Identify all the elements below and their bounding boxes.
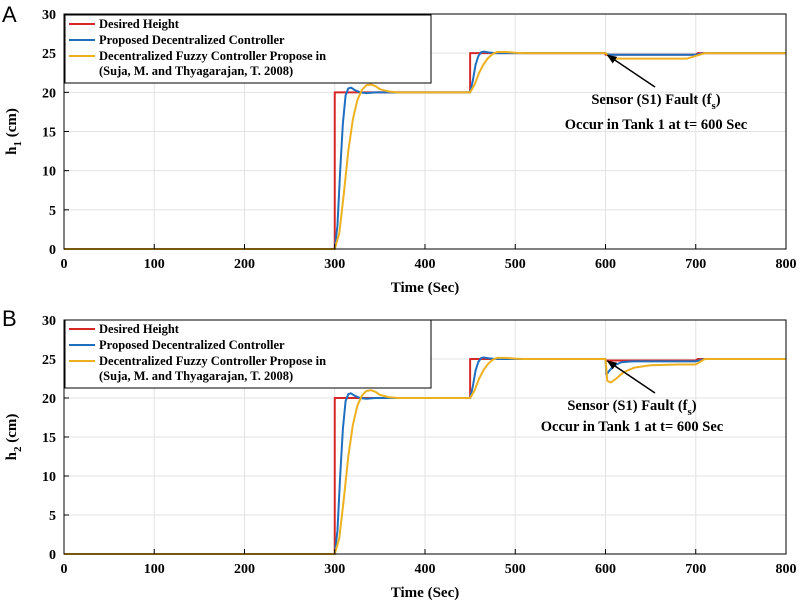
legend-entry-1: Desired Height bbox=[99, 17, 180, 31]
legend-entry-3: Decentralized Fuzzy Controller Propose i… bbox=[99, 354, 326, 368]
panel-letter: B bbox=[2, 306, 17, 331]
annotation-line-1: Sensor (S1) Fault (fs) bbox=[567, 398, 696, 418]
y-tick-label: 5 bbox=[49, 509, 56, 524]
legend-entry-2: Proposed Decentralized Controller bbox=[99, 33, 285, 47]
legend-entry-4: (Suja, M. and Thyagarajan, T. 2008) bbox=[99, 369, 293, 383]
y-tick-label: 10 bbox=[42, 470, 56, 485]
fault-annotation: Sensor (S1) Fault (fs)Occur in Tank 1 at… bbox=[541, 360, 724, 435]
y-axis-label-subscript: 1 bbox=[12, 141, 24, 147]
panel-letter: A bbox=[2, 2, 17, 27]
legend-box bbox=[64, 319, 432, 389]
x-tick-label: 700 bbox=[685, 257, 706, 272]
annotation-arrow bbox=[606, 360, 656, 394]
x-tick-label: 400 bbox=[415, 257, 436, 272]
x-tick-label: 800 bbox=[776, 562, 797, 577]
x-tick-label: 200 bbox=[234, 562, 255, 577]
legend-entry-3: Decentralized Fuzzy Controller Propose i… bbox=[99, 49, 326, 63]
legend-entry-2: Proposed Decentralized Controller bbox=[99, 338, 285, 352]
x-tick-label: 400 bbox=[415, 562, 436, 577]
y-tick-label: 20 bbox=[42, 86, 56, 101]
x-tick-label: 100 bbox=[144, 257, 165, 272]
annotation-line-1-main: Sensor (S1) Fault (f bbox=[591, 92, 711, 108]
legend-entry-4: (Suja, M. and Thyagarajan, T. 2008) bbox=[99, 64, 293, 78]
y-axis-label-unit: (cm) bbox=[4, 414, 20, 447]
annotation-arrow bbox=[606, 54, 656, 88]
x-tick-label: 600 bbox=[595, 562, 616, 577]
y-tick-label: 30 bbox=[42, 314, 56, 329]
x-tick-label: 700 bbox=[685, 562, 706, 577]
annotation-line-1-main: Sensor (S1) Fault (f bbox=[567, 398, 687, 414]
y-axis-label: h2 (cm) bbox=[4, 414, 24, 461]
y-tick-label: 5 bbox=[49, 204, 56, 219]
x-axis-label: Time (Sec) bbox=[391, 280, 459, 296]
annotation-line-2: Occur in Tank 1 at t= 600 Sec bbox=[565, 117, 748, 133]
x-tick-label: 500 bbox=[505, 257, 526, 272]
x-tick-label: 300 bbox=[324, 257, 345, 272]
y-axis-label-unit: (cm) bbox=[4, 108, 20, 141]
y-tick-label: 20 bbox=[42, 392, 56, 407]
y-tick-label: 0 bbox=[49, 243, 56, 258]
x-tick-label: 500 bbox=[505, 562, 526, 577]
x-axis-label: Time (Sec) bbox=[391, 585, 459, 600]
x-tick-label: 0 bbox=[61, 562, 68, 577]
x-tick-label: 300 bbox=[324, 562, 345, 577]
annotation-line-1-end: ) bbox=[692, 398, 697, 414]
series-line-2 bbox=[64, 356, 786, 555]
x-tick-label: 800 bbox=[776, 257, 797, 272]
y-tick-label: 30 bbox=[42, 8, 56, 23]
annotation-line-2: Occur in Tank 1 at t= 600 Sec bbox=[541, 419, 724, 435]
legend-box bbox=[64, 14, 432, 84]
annotation-line-1-subscript: s bbox=[712, 100, 717, 112]
x-tick-label: 100 bbox=[144, 562, 165, 577]
chart-panel-b: B 0 100 200 300 400 500 600 700 800 0 5 10 15 20 25 30 Ti… bbox=[2, 306, 797, 600]
y-tick-label: 0 bbox=[49, 548, 56, 563]
y-axis-label-main: h bbox=[4, 451, 20, 460]
y-tick-label: 25 bbox=[42, 353, 56, 368]
annotation-line-1-end: ) bbox=[716, 92, 721, 108]
y-axis-label: h1 (cm) bbox=[4, 108, 24, 155]
legend: Desired Height Proposed Decentralized Con… bbox=[64, 319, 432, 389]
y-axis-label-subscript: 2 bbox=[12, 446, 24, 452]
legend-entry-1: Desired Height bbox=[99, 322, 180, 336]
chart-panel-a: A 0 100 200 300 400 500 600 700 800 0 5 10 15 20 25 30 Ti… bbox=[2, 2, 797, 296]
x-tick-label: 600 bbox=[595, 257, 616, 272]
y-tick-label: 15 bbox=[42, 431, 56, 446]
fault-annotation: Sensor (S1) Fault (fs) Occur in Tank 1 at… bbox=[565, 54, 748, 133]
x-tick-label: 200 bbox=[234, 257, 255, 272]
y-tick-label: 10 bbox=[42, 165, 56, 180]
x-tick-label: 0 bbox=[61, 257, 68, 272]
y-tick-label: 15 bbox=[42, 126, 56, 141]
y-axis-label-main: h bbox=[4, 146, 20, 155]
annotation-line-1: Sensor (S1) Fault (fs) bbox=[591, 92, 720, 112]
legend: Desired Height Proposed Decentralized Con… bbox=[64, 14, 432, 84]
y-tick-label: 25 bbox=[42, 47, 56, 62]
annotation-line-1-subscript: s bbox=[688, 406, 693, 418]
series-line-3 bbox=[64, 356, 786, 555]
